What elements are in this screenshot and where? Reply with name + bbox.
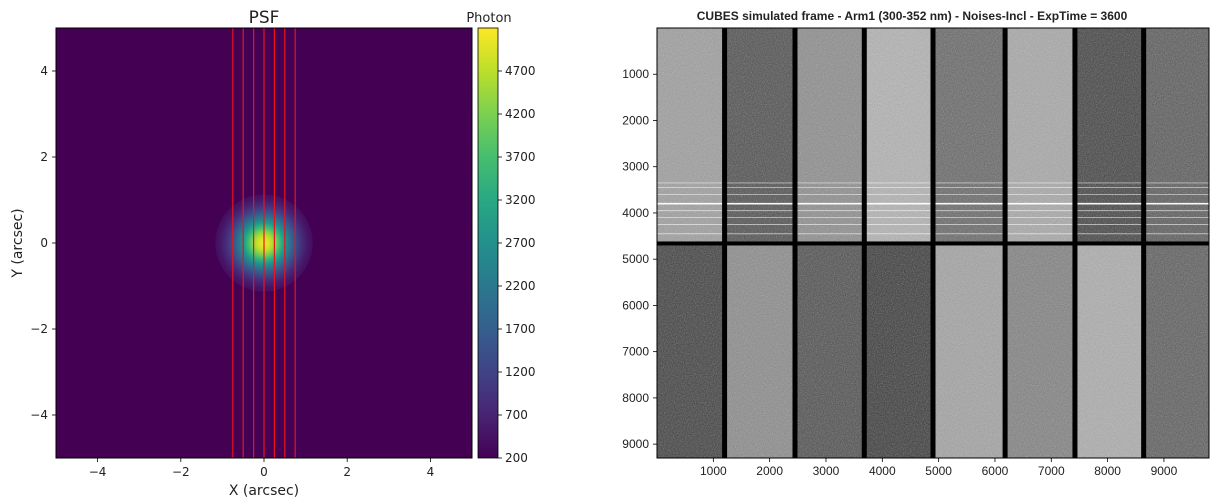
psf-y-tick-label: −2 [30,322,48,336]
frame-horizontal-gap [657,241,1209,246]
psf-x-tick-label: −4 [89,465,107,479]
frame-x-tick-label: 6000 [982,464,1009,478]
colorbar-tick-label: 200 [505,451,528,465]
psf-x-tick-label: 2 [343,465,351,479]
psf-x-tick-label: 0 [260,465,268,479]
frame-x-tick-label: 1000 [700,464,727,478]
frame-x-tick-label: 4000 [869,464,896,478]
psf-y-tick-label: 0 [40,236,48,250]
psf-y-axis-label: Y (arcsec) [10,208,26,278]
colorbar-tick-label: 4200 [505,107,536,121]
frame-plot-frame [656,27,1210,459]
frame-y-tick-label: 6000 [622,298,649,312]
psf-x-tick-label: 4 [427,465,435,479]
frame-y-tick-label: 3000 [622,160,649,174]
frame-y-tick-label: 8000 [622,391,649,405]
colorbar-tick-label: 2200 [505,279,536,293]
psf-y-tick-label: −4 [30,408,48,422]
colorbar-gradient [477,27,499,459]
colorbar-label: Photon [466,11,511,26]
frame-x-tick-label: 8000 [1094,464,1121,478]
frame-y-tick-label: 1000 [622,67,649,81]
colorbar-tick-label: 1700 [505,322,536,336]
colorbar-tick-label: 3700 [505,150,536,164]
psf-x-tick-label: −2 [172,465,190,479]
psf-x-axis-label: X (arcsec) [229,483,299,499]
frame-x-tick-label: 7000 [1038,464,1065,478]
frame-x-tick-label: 9000 [1151,464,1178,478]
frame-title: CUBES simulated frame - Arm1 (300-352 nm… [697,9,1128,23]
colorbar-tick-label: 3200 [505,193,536,207]
frame-y-tick-label: 7000 [622,345,649,359]
frame-x-tick-label: 2000 [756,464,783,478]
frame-y-tick-label: 9000 [622,437,649,451]
psf-colorbar: 200 700 1200 1700 2200 2700 3200 3700 4200 4700 P… [466,11,535,465]
psf-y-tick-label: 4 [40,64,48,78]
colorbar-tick-label: 700 [505,408,528,422]
frame-y-tick-label: 4000 [622,206,649,220]
colorbar-tick-label: 2700 [505,236,536,250]
psf-y-tick-label: 2 [40,150,48,164]
frame-x-tick-label: 3000 [813,464,840,478]
cubes-frame-chart: CUBES simulated frame - Arm1 (300-352 nm… [622,9,1210,478]
frame-y-tick-label: 2000 [622,113,649,127]
psf-chart: PSF −4 −2 0 2 4 −4 −2 0 2 4 X (arcsec) Y (arcsec… [10,8,473,499]
frame-x-tick-label: 5000 [925,464,952,478]
colorbar-tick-label: 4700 [505,64,536,78]
psf-title: PSF [249,8,280,28]
colorbar-tick-label: 1200 [505,365,536,379]
frame-y-tick-label: 5000 [622,252,649,266]
